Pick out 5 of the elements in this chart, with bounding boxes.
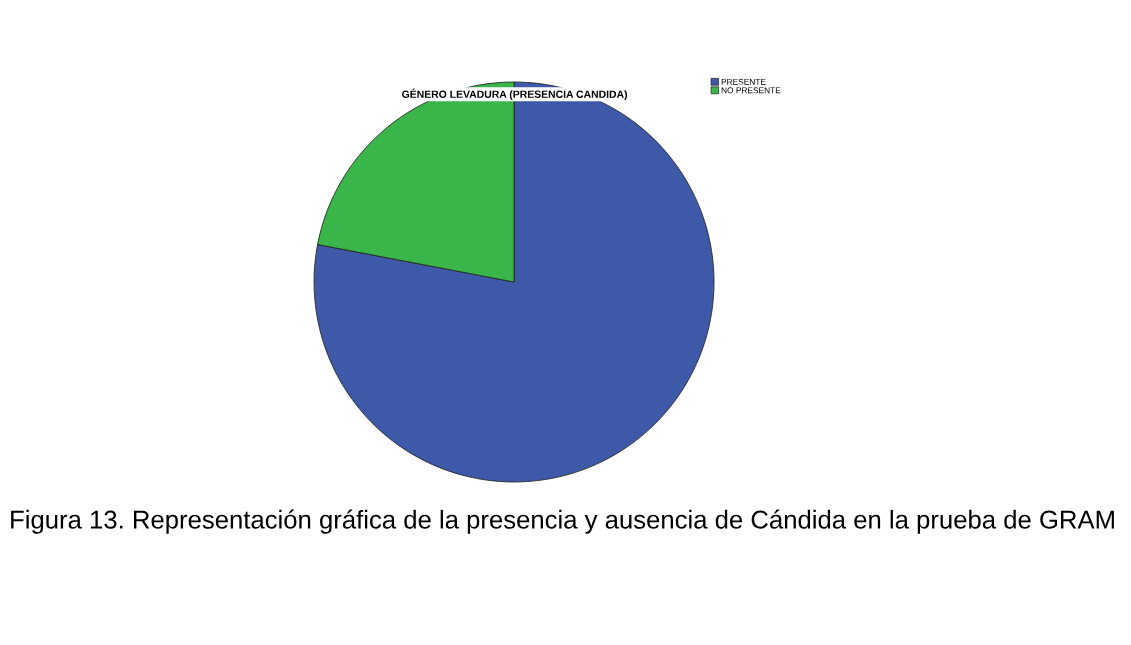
pie-slice xyxy=(313,81,715,483)
legend-label: NO PRESENTE xyxy=(721,87,781,94)
text: GÉNERO LEVADURA (PRESENCIA CANDIDA) xyxy=(402,88,628,100)
text: Figura 13. Representación gráfica de la presencia y ausencia de Cándida en la prueba de GRAM xyxy=(11,509,1114,534)
legend-label: PRESENTE xyxy=(721,78,766,85)
